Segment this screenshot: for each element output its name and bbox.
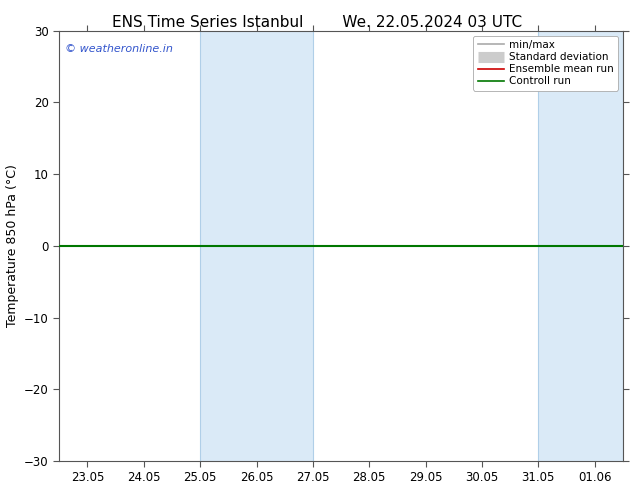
Bar xyxy=(538,31,623,461)
Text: ENS Time Series Istanbul        We. 22.05.2024 03 UTC: ENS Time Series Istanbul We. 22.05.2024 … xyxy=(112,15,522,30)
Bar xyxy=(200,31,313,461)
Text: © weatheronline.in: © weatheronline.in xyxy=(65,44,173,53)
Y-axis label: Temperature 850 hPa (°C): Temperature 850 hPa (°C) xyxy=(6,165,18,327)
Legend: min/max, Standard deviation, Ensemble mean run, Controll run: min/max, Standard deviation, Ensemble me… xyxy=(474,36,618,91)
